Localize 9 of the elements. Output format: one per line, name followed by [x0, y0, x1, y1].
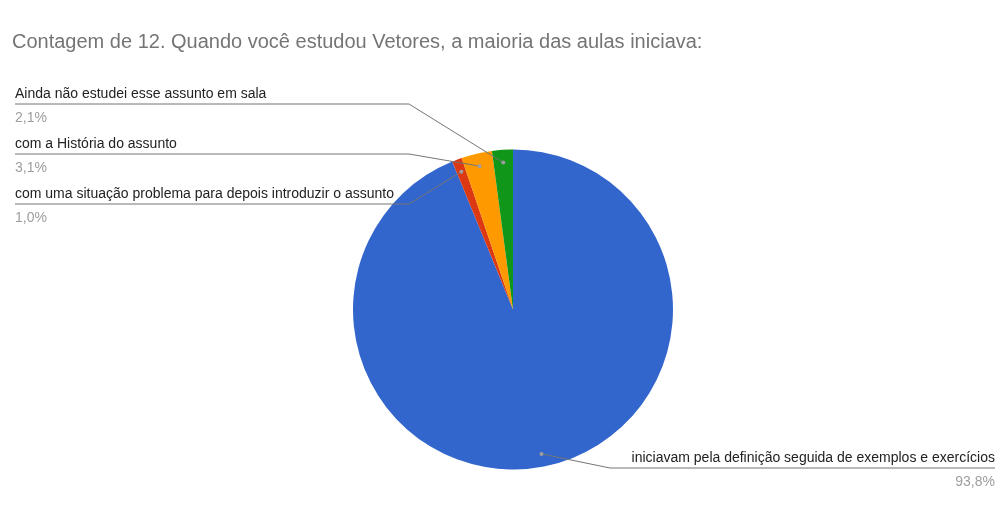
- data-label: 2,1%: [15, 109, 47, 125]
- slice-label: iniciavam pela definição seguida de exemplos e exercícios: [631, 449, 995, 465]
- slice-label: Ainda não estudei esse assunto em sala: [15, 85, 267, 101]
- data-label: 3,1%: [15, 159, 47, 175]
- slice-label: com uma situação problema para depois introduzir o assunto: [15, 185, 395, 201]
- slice-label: com a História do assunto: [15, 135, 178, 151]
- data-label: 93,8%: [955, 473, 995, 489]
- data-label: 1,0%: [15, 209, 47, 225]
- chart-title: Contagem de 12. Quando você estudou Vetores, a maioria das aulas iniciava:: [12, 30, 703, 52]
